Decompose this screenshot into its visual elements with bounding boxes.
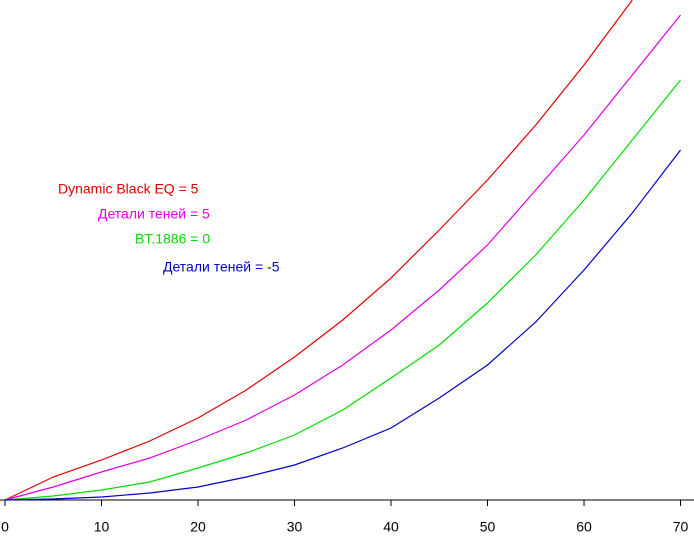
legend-label: Dynamic Black EQ = 5	[58, 181, 199, 197]
x-tick-label: 20	[190, 519, 206, 535]
legend-label: Детали теней = 5	[98, 206, 210, 222]
x-tick-label: 10	[94, 519, 110, 535]
x-tick-label: 50	[480, 519, 496, 535]
x-tick-label: 40	[383, 519, 399, 535]
x-tick-label: 70	[673, 519, 689, 535]
x-tick-label: 0	[1, 519, 9, 535]
x-tick-label: 60	[576, 519, 592, 535]
legend-label: BT.1886 = 0	[135, 231, 210, 247]
series-line	[4, 14, 681, 501]
legend-label: Детали теней = -5	[163, 259, 280, 275]
series-line	[4, 79, 681, 501]
series-line	[4, 149, 682, 501]
x-tick-label: 30	[287, 519, 303, 535]
series-line	[4, 0, 633, 501]
